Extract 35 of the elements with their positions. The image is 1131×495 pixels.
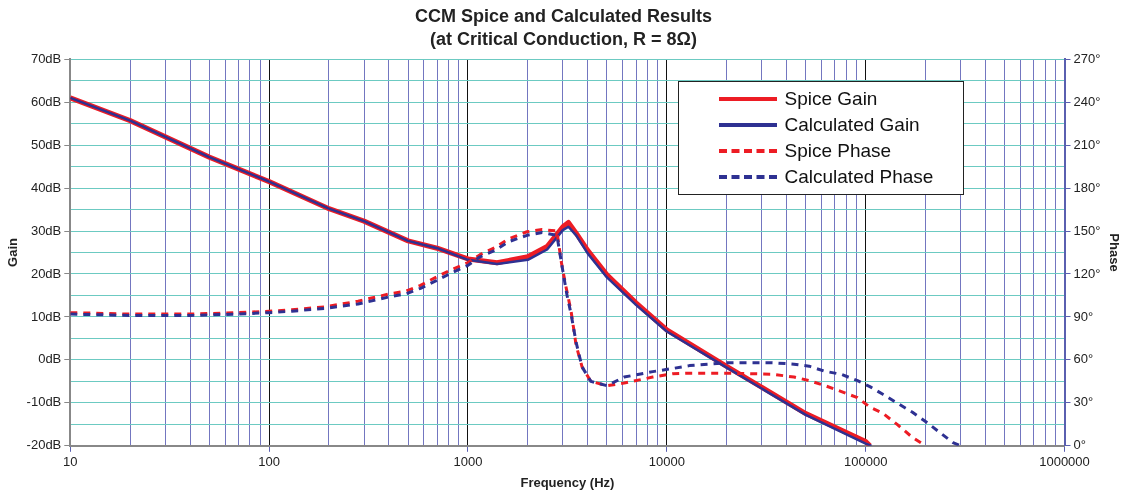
legend-label: Calculated Phase — [784, 166, 934, 189]
y-tick-label: -10dB — [26, 394, 62, 410]
x-tick-label: 10 — [63, 454, 78, 470]
chart-title: CCM Spice and Calculated Results — [414, 5, 713, 26]
y-tick-label: 20dB — [30, 265, 62, 281]
y-tick-label: 0dB — [38, 351, 62, 367]
y-axis-title: Gain — [5, 238, 21, 267]
legend-label: Spice Gain — [784, 88, 878, 111]
y2-tick-label: 150° — [1073, 222, 1101, 238]
x-tick-label: 100000 — [843, 454, 888, 470]
y-tick-label: 10dB — [30, 308, 62, 324]
y-tick-label: 50dB — [30, 136, 62, 152]
y-tick-label: 60dB — [30, 93, 62, 109]
y2-tick-label: 30° — [1073, 394, 1094, 410]
y2-axis-title: Phase — [1106, 233, 1122, 272]
x-axis-title: Frequency (Hz) — [520, 474, 615, 490]
y2-tick-label: 210° — [1073, 136, 1101, 152]
y-tick-label: 30dB — [30, 222, 62, 238]
y2-tick-label: 270° — [1073, 50, 1101, 66]
x-tick-label: 100 — [258, 454, 280, 470]
y2-tick-label: 120° — [1073, 265, 1101, 281]
y2-tick-label: 60° — [1073, 351, 1094, 367]
y-tick-label: 70dB — [30, 50, 62, 66]
x-tick-label: 10000 — [648, 454, 685, 470]
chart-subtitle: (at Critical Conduction, R = 8Ω) — [430, 29, 697, 50]
legend-label: Calculated Gain — [784, 114, 920, 137]
x-tick-label: 1000 — [453, 454, 483, 470]
y2-tick-label: 0° — [1073, 437, 1086, 453]
y2-tick-label: 180° — [1073, 179, 1101, 195]
y2-tick-label: 90° — [1073, 308, 1094, 324]
y2-tick-label: 240° — [1073, 93, 1101, 109]
y-tick-label: -20dB — [26, 437, 62, 453]
y-tick-label: 40dB — [30, 179, 62, 195]
x-tick-label: 1000000 — [1039, 454, 1090, 470]
legend-label: Spice Phase — [784, 140, 892, 163]
